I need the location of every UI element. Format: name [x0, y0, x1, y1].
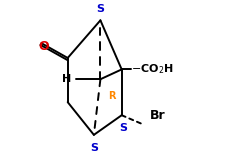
- Text: S: S: [119, 123, 127, 133]
- Text: H: H: [62, 74, 71, 84]
- Text: S: S: [96, 4, 104, 14]
- Text: Br: Br: [150, 109, 165, 122]
- Text: R: R: [109, 91, 116, 101]
- Text: S: S: [90, 143, 98, 153]
- Text: $-$CO$_2$H: $-$CO$_2$H: [131, 63, 174, 76]
- Text: O: O: [38, 40, 49, 53]
